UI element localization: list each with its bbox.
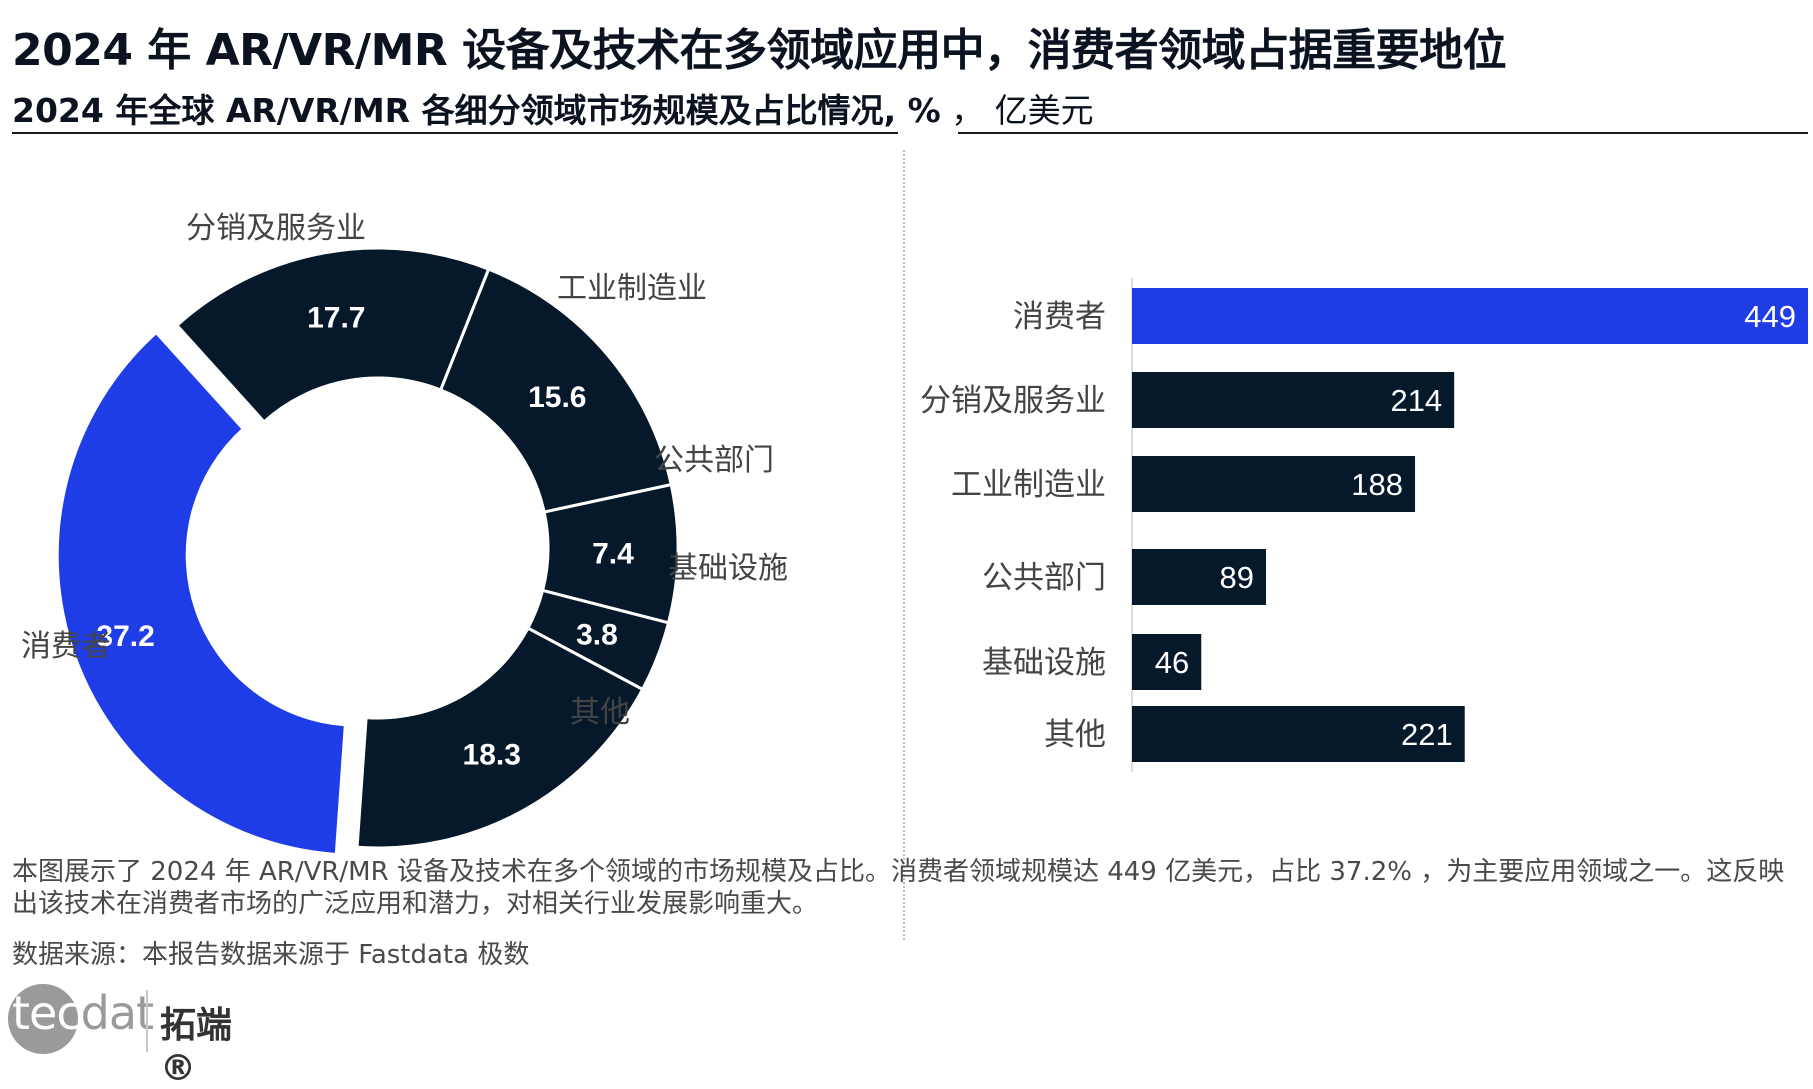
donut-slice-1 <box>174 246 491 424</box>
bar-category-label-1: 分销及服务业 <box>920 383 1106 419</box>
donut-category-label-5: 其他 <box>570 695 630 730</box>
bar-value-label-5: 221 <box>1401 717 1453 752</box>
logo-wordmark: tecdat <box>12 986 154 1040</box>
subtitle-main: 2024 年全球 AR/VR/MR 各细分领域市场规模及占比情况, % <box>12 91 941 130</box>
page-subtitle: 2024 年全球 AR/VR/MR 各细分领域市场规模及占比情况, % ， 亿美… <box>12 84 1094 132</box>
panel-divider <box>903 150 905 940</box>
bar-0 <box>1132 288 1808 344</box>
bar-category-label-0: 消费者 <box>1013 299 1106 335</box>
title-rule-left <box>12 132 898 134</box>
chart-description: 本图展示了 2024 年 AR/VR/MR 设备及技术在多个领域的市场规模及占比… <box>12 857 1785 919</box>
bar-category-label-5: 其他 <box>1044 717 1106 753</box>
donut-value-label-2: 15.6 <box>528 381 586 414</box>
bar-3 <box>1132 549 1266 605</box>
bar-category-label-4: 基础设施 <box>982 645 1106 681</box>
bar-value-label-1: 214 <box>1390 383 1442 418</box>
donut-category-label-0: 消费者 <box>21 629 111 664</box>
donut-category-label-2: 工业制造业 <box>557 271 707 306</box>
bar-4 <box>1132 634 1202 690</box>
bar-2 <box>1132 456 1416 512</box>
donut-slice-2 <box>438 267 674 514</box>
donut-category-label-4: 基础设施 <box>668 551 788 586</box>
bar-value-label-0: 449 <box>1744 299 1796 334</box>
donut-value-label-0: 37.2 <box>96 620 154 653</box>
bar-value-label-4: 46 <box>1155 645 1189 680</box>
bar-category-label-2: 工业制造业 <box>951 467 1106 503</box>
bar-category-label-3: 公共部门 <box>982 560 1106 596</box>
page-title: 2024 年 AR/VR/MR 设备及技术在多领域应用中，消费者领域占据重要地位 <box>12 25 1507 76</box>
bar-chart: 449 消费者 214 分销及服务业 188 工业制造业 89 公共部门 46 基础设施 221 其他 <box>920 278 1808 772</box>
bar-value-label-3: 89 <box>1220 560 1254 595</box>
bar-5 <box>1132 706 1465 762</box>
donut-slice-0 <box>55 330 347 857</box>
donut-category-label-3: 公共部门 <box>654 443 774 478</box>
donut-category-label-1: 分销及服务业 <box>186 211 366 246</box>
bar-value-label-2: 188 <box>1351 467 1403 502</box>
logo-wordmark-b: dat <box>80 986 154 1040</box>
bar-1 <box>1132 372 1455 428</box>
data-source: 数据来源：本报告数据来源于 Fastdata 极数 <box>12 940 530 970</box>
donut-value-label-4: 3.8 <box>576 618 618 651</box>
logo-wordmark-a: tec <box>12 986 82 1040</box>
logo-circle <box>8 984 78 1054</box>
title-rule-right <box>958 132 1808 134</box>
brand-logo: tecdat 拓端® <box>4 982 264 1089</box>
donut-value-label-5: 18.3 <box>463 739 521 772</box>
logo-separator <box>146 990 148 1052</box>
donut-value-label-3: 7.4 <box>592 538 634 571</box>
donut-value-label-1: 17.7 <box>307 302 365 335</box>
donut-slice-5 <box>355 626 645 850</box>
logo-chinese: 拓端® <box>160 1005 233 1089</box>
subtitle-unit: ， 亿美元 <box>940 91 1094 130</box>
